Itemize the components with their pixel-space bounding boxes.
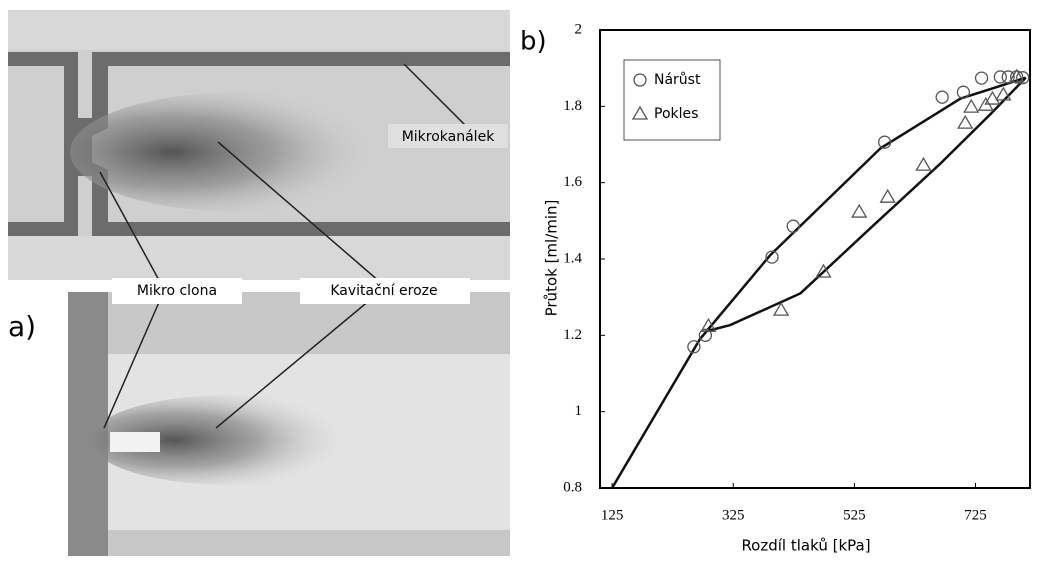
legend-label: Pokles (654, 106, 698, 122)
panel-label: a) (8, 310, 36, 343)
arrows (99, 63, 471, 429)
y-tick-label: 1.2 (563, 327, 582, 343)
marker-circle (935, 90, 949, 104)
annotation: Kavitační eroze (330, 283, 437, 299)
marker-triangle (1008, 68, 1025, 83)
marker-triangle (915, 156, 932, 171)
marker-triangle (963, 98, 980, 113)
x-tick-label: 125 (601, 507, 624, 523)
label-bg (300, 278, 470, 304)
annotation: Mikrokanálek (402, 129, 495, 145)
x-tick-label: 325 (722, 507, 745, 523)
y-tick-label: 1.8 (563, 98, 582, 114)
marker-circle (786, 219, 800, 233)
fit-line (705, 76, 1027, 333)
y-tick-label: 2 (575, 21, 583, 37)
marker-circle (1001, 70, 1015, 84)
marker-circle (956, 85, 971, 99)
marker-circle (877, 135, 892, 149)
micrograph-bottom (68, 292, 510, 556)
marker-circle (687, 340, 701, 354)
marker-triangle (700, 317, 717, 332)
marker-triangle (984, 90, 1001, 105)
legend-label: Nárůst (654, 72, 701, 88)
label-bg (112, 278, 242, 304)
marker-circle (698, 328, 713, 342)
x-axis-label: Rozdíl tlaků [kPa] (741, 537, 870, 555)
y-tick-label: 1.6 (563, 174, 582, 190)
x-tick-label: 725 (964, 507, 987, 523)
legend (623, 59, 721, 141)
marker-triangle (995, 86, 1012, 101)
fit-line (611, 76, 1027, 489)
annotation: Mikro clona (137, 283, 217, 299)
x-tick-label: 525 (843, 507, 866, 523)
marker-triangle (957, 114, 974, 129)
y-axis-label: Průtok [ml/min] (543, 200, 561, 317)
marker-triangle (879, 188, 896, 203)
marker-circle (974, 71, 989, 85)
y-tick-label: 0.8 (563, 479, 582, 495)
marker-triangle (772, 301, 790, 316)
label-bg (388, 124, 508, 148)
y-tick-label: 1.4 (563, 250, 582, 266)
panel-label: b) (520, 27, 547, 57)
marker-triangle (851, 203, 868, 218)
marker-circle (633, 73, 647, 87)
marker-circle (993, 70, 1007, 84)
y-tick-label: 1 (575, 403, 583, 419)
marker-triangle (815, 263, 832, 278)
marker-circle (765, 250, 779, 264)
marker-circle (1016, 71, 1030, 85)
marker-triangle (631, 105, 649, 120)
